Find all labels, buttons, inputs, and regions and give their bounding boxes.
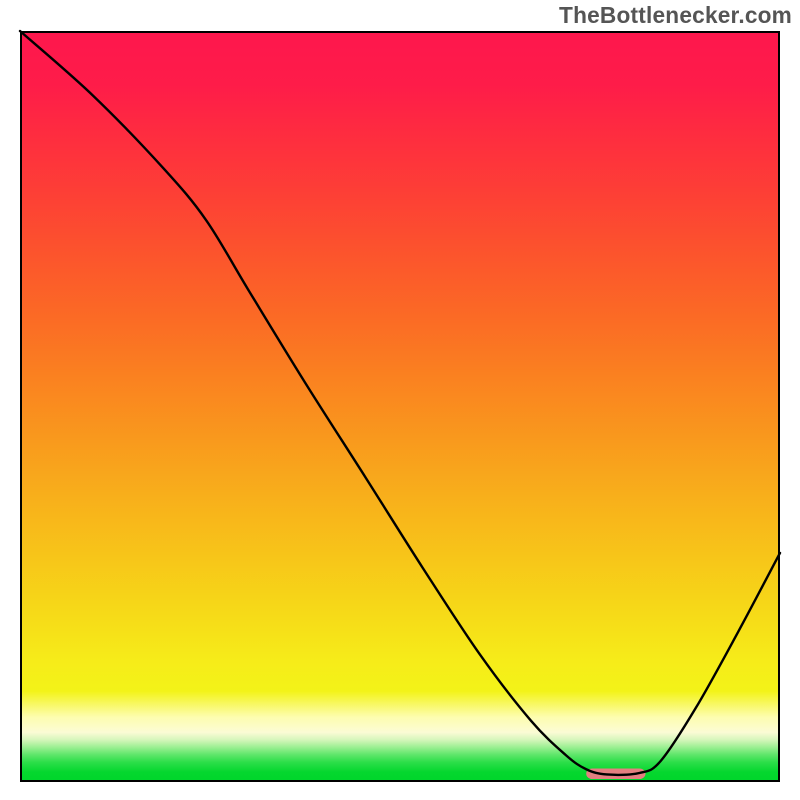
- watermark-text: TheBottlenecker.com: [559, 2, 792, 29]
- gradient-background: [21, 32, 779, 781]
- chart-svg: [0, 0, 800, 800]
- chart-canvas: TheBottlenecker.com: [0, 0, 800, 800]
